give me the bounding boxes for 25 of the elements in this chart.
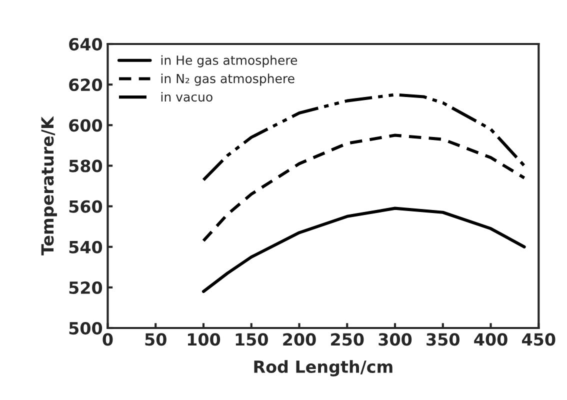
y-tick-label: 560 <box>69 200 102 213</box>
line-series <box>202 134 526 242</box>
x-tick-label: 50 <box>145 333 166 346</box>
x-tick-label: 200 <box>283 333 316 346</box>
y-tick-label: 520 <box>69 281 102 294</box>
y-axis-title: Temperature/K <box>41 116 57 256</box>
legend-label: in vacuo <box>161 92 212 102</box>
x-tick-label: 350 <box>426 333 460 346</box>
y-tick-label: 620 <box>69 78 102 92</box>
y-tick-label: 540 <box>69 240 102 254</box>
y-tick-label: 600 <box>69 119 102 132</box>
y-tick-label: 500 <box>69 322 102 335</box>
legend-label: in He gas atmosphere <box>161 55 298 68</box>
line-series <box>202 206 526 294</box>
legend-label: in N₂ gas atmosphere <box>161 74 294 86</box>
x-tick-label: 450 <box>522 333 556 346</box>
x-tick-label: 150 <box>236 333 268 346</box>
x-axis-title: Rod Length/cm <box>254 360 392 376</box>
x-tick-label: 100 <box>188 333 220 346</box>
x-tick-label: 250 <box>331 333 364 346</box>
y-tick-label: 580 <box>69 160 102 172</box>
x-tick-label: 400 <box>474 333 508 346</box>
y-tick-label: 640 <box>69 38 102 51</box>
x-tick-label: 0 <box>102 333 113 346</box>
x-tick-label: 300 <box>378 333 412 346</box>
